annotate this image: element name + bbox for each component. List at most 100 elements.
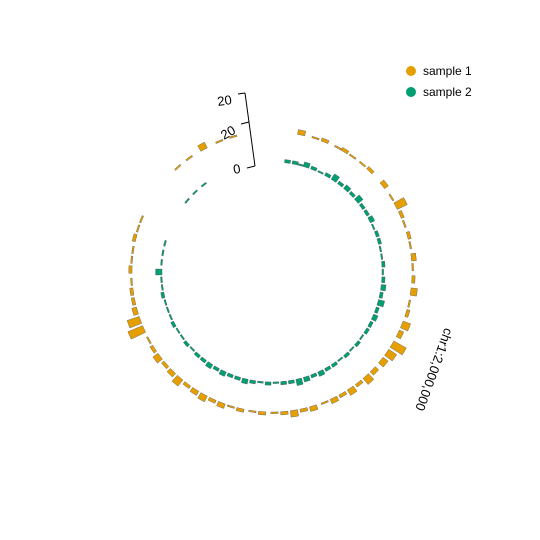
bar-1-25 xyxy=(378,356,389,368)
bar-1-30 xyxy=(338,391,348,399)
bar-2-42 xyxy=(280,380,288,386)
bar-1-34 xyxy=(299,407,309,413)
bar-2-50 xyxy=(218,369,227,377)
bar-1-27 xyxy=(362,373,375,385)
bar-2-1 xyxy=(291,160,299,166)
bar-2-27 xyxy=(371,313,379,322)
bar-2-56 xyxy=(183,340,190,348)
bar-2-64 xyxy=(160,284,164,291)
bar-1-5 xyxy=(348,153,357,160)
legend-dot-sample-1 xyxy=(406,65,416,76)
legend-label-sample-2: sample 2 xyxy=(423,84,472,99)
bar-2-8 xyxy=(337,180,345,188)
legend-item-sample-1: sample 1 xyxy=(398,60,478,81)
bar-1-8 xyxy=(379,179,389,190)
bar-1-66 xyxy=(185,155,193,162)
bar-1-17 xyxy=(411,275,416,284)
bar-1-61 xyxy=(131,245,135,254)
bar-2-37 xyxy=(317,369,326,377)
bar-1-11 xyxy=(398,210,405,219)
axis-tick-label-zero: 0 xyxy=(232,161,242,177)
chromosome-label: chr1:2,000,000 xyxy=(412,326,456,413)
bar-2-5 xyxy=(317,170,324,175)
bar-2-19 xyxy=(380,253,384,260)
bar-2-23 xyxy=(380,284,387,292)
bar-2-43 xyxy=(272,381,280,384)
bar-2-66 xyxy=(155,268,163,276)
bar-1-24 xyxy=(384,348,398,362)
bar-1-58 xyxy=(130,277,133,286)
bar-1-1 xyxy=(311,135,320,141)
bar-1-10 xyxy=(393,197,408,210)
bar-1-43 xyxy=(207,397,217,404)
bar-1-56 xyxy=(130,297,137,306)
bar-1-46 xyxy=(182,381,191,389)
bar-2-62 xyxy=(163,299,168,306)
bar-2-53 xyxy=(199,356,207,364)
bar-2-15 xyxy=(371,223,376,231)
bar-2-11 xyxy=(354,194,364,204)
value-axis-line xyxy=(244,92,256,167)
bar-2-71 xyxy=(192,189,198,196)
bar-1-19 xyxy=(407,299,411,308)
bar-2-4 xyxy=(310,165,318,172)
bar-2-7 xyxy=(330,173,340,183)
bar-1-68 xyxy=(215,139,224,144)
bar-2-14 xyxy=(367,215,376,224)
bar-2-3 xyxy=(302,161,311,169)
bar-1-60 xyxy=(130,255,134,264)
legend-label-sample-1: sample 1 xyxy=(423,63,472,78)
bar-1-9 xyxy=(388,193,395,202)
bar-2-59 xyxy=(170,320,177,329)
bar-1-12 xyxy=(401,219,407,228)
bar-2-63 xyxy=(160,291,166,299)
value-axis-tick xyxy=(237,92,246,95)
legend-item-sample-2: sample 2 xyxy=(398,81,478,102)
bar-2-33 xyxy=(343,351,351,359)
bar-2-21 xyxy=(381,268,384,276)
bar-1-45 xyxy=(189,387,200,396)
bar-2-22 xyxy=(381,276,386,284)
bar-1-0 xyxy=(297,129,307,137)
bar-2-40 xyxy=(295,377,304,386)
bar-2-72 xyxy=(200,182,207,188)
bar-1-69 xyxy=(229,134,238,139)
bar-1-51 xyxy=(149,344,157,354)
bar-2-34 xyxy=(337,356,344,362)
bar-2-16 xyxy=(374,230,380,238)
bar-1-39 xyxy=(248,409,257,413)
bar-2-12 xyxy=(358,202,366,210)
bar-1-2 xyxy=(320,137,330,144)
series-1 xyxy=(126,129,418,418)
bar-1-28 xyxy=(354,379,364,388)
series-2 xyxy=(155,159,387,386)
bar-2-57 xyxy=(179,334,186,341)
bar-2-41 xyxy=(288,379,295,385)
bar-2-58 xyxy=(175,327,181,334)
bar-2-24 xyxy=(378,291,384,299)
bar-1-6 xyxy=(358,160,367,168)
bar-1-55 xyxy=(131,306,139,316)
bar-2-48 xyxy=(233,375,242,381)
bar-2-39 xyxy=(302,375,311,383)
bar-1-44 xyxy=(197,392,208,403)
bar-1-16 xyxy=(411,263,414,271)
bar-1-23 xyxy=(389,340,407,356)
bar-1-48 xyxy=(166,368,176,378)
bar-2-60 xyxy=(168,313,173,321)
bar-1-62 xyxy=(131,233,138,242)
bar-1-31 xyxy=(329,395,340,405)
value-axis-tick xyxy=(240,121,250,125)
bar-1-41 xyxy=(226,404,235,409)
bar-1-40 xyxy=(235,407,245,413)
bar-1-59 xyxy=(128,265,133,274)
bar-1-20 xyxy=(404,309,411,318)
bar-1-52 xyxy=(146,336,152,345)
bar-1-65 xyxy=(174,164,182,171)
legend: sample 1 sample 2 xyxy=(398,60,478,102)
bar-2-52 xyxy=(205,361,214,370)
bar-2-29 xyxy=(363,327,370,335)
bar-2-45 xyxy=(257,380,264,384)
bar-1-4 xyxy=(340,147,350,155)
